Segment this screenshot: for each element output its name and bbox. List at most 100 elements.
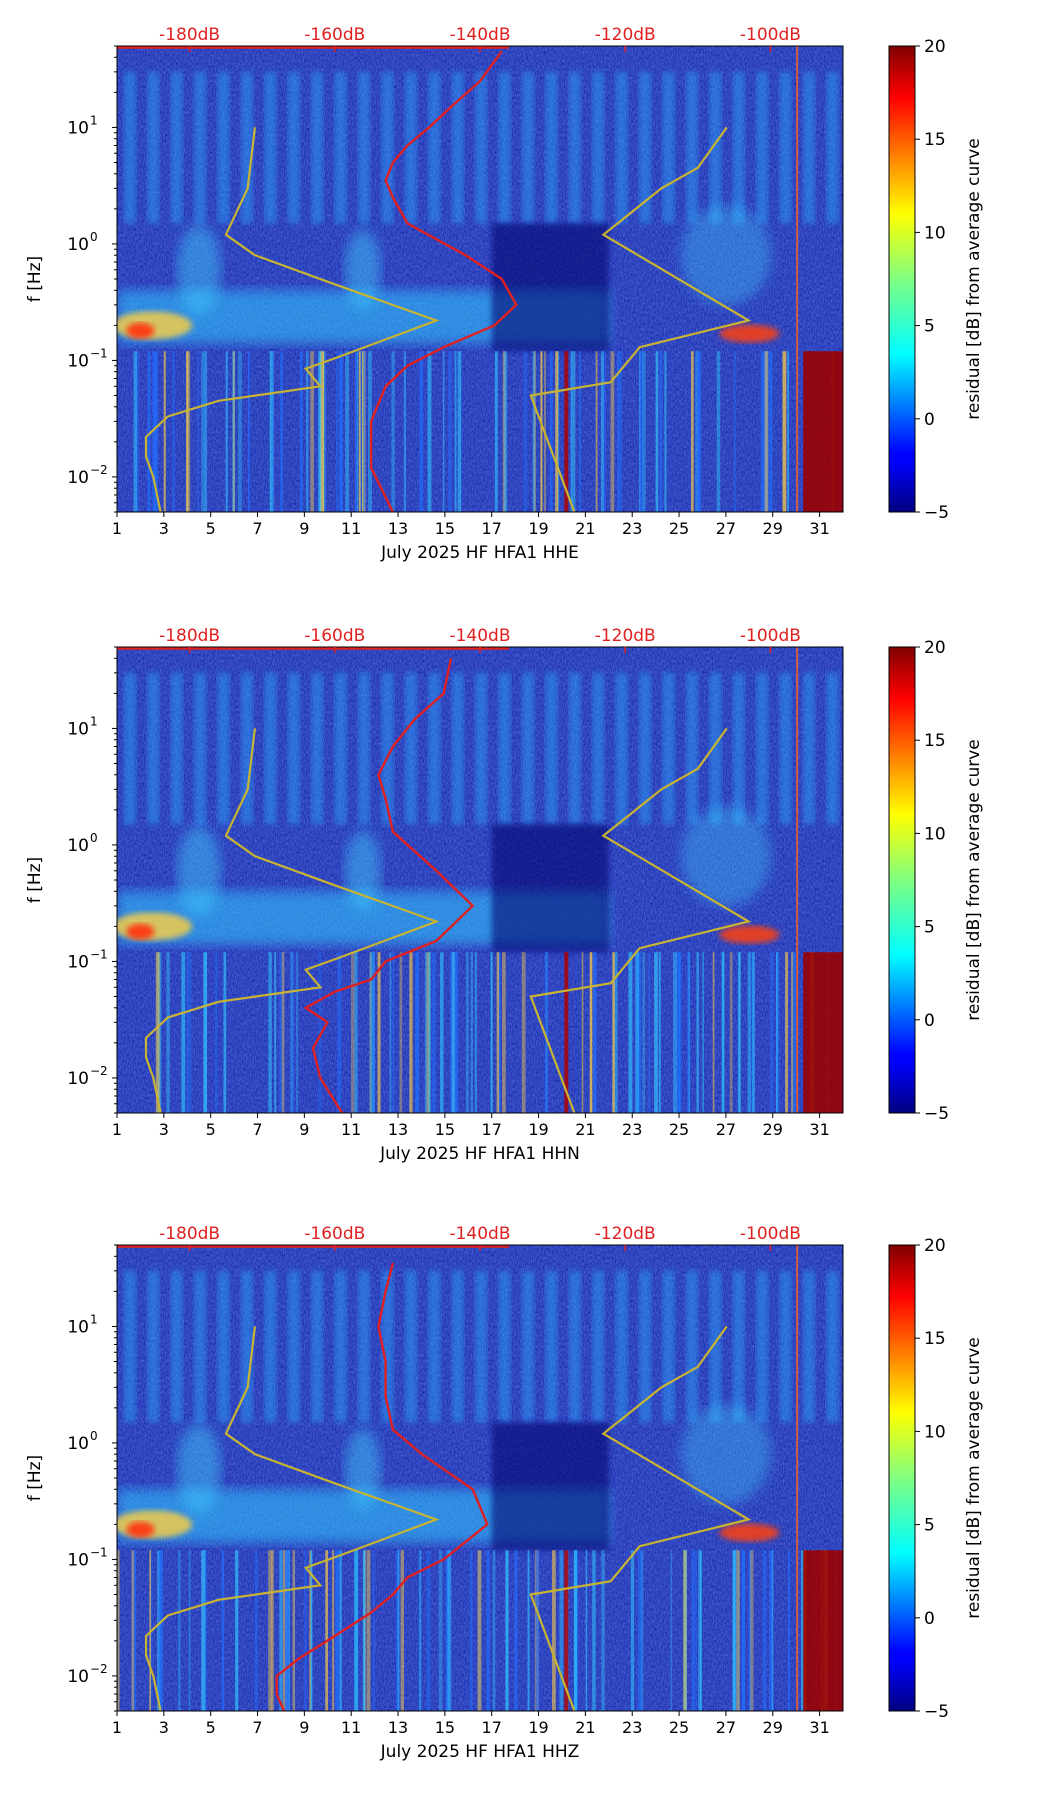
transient-streak [764, 351, 768, 512]
x-tick-label: 25 [669, 1120, 689, 1139]
transient-streak [655, 351, 659, 512]
transient-streak [377, 952, 381, 1113]
top-axis-label: -100dB [740, 1224, 801, 1244]
diurnal-band [381, 672, 394, 825]
transient-streak [172, 351, 175, 512]
colorbar [888, 646, 916, 1114]
transient-streak [152, 351, 157, 512]
microseism-peak [126, 1521, 155, 1538]
x-tick-label: 23 [622, 1718, 642, 1737]
event-block [803, 351, 843, 512]
transient-streak [610, 351, 615, 512]
transient-streak [570, 351, 573, 512]
station-psd-line [275, 1262, 489, 1711]
transient-streak [785, 952, 789, 1113]
diurnal-band [779, 672, 792, 825]
energy-burst [344, 229, 381, 310]
transient-streak [271, 1550, 274, 1711]
transient-streak [201, 351, 204, 512]
transient-streak [332, 1550, 335, 1711]
low-noise-model-line [144, 127, 440, 512]
transient-streak [549, 351, 553, 512]
transient-streak [147, 351, 151, 512]
transient-streak [135, 351, 139, 512]
colorbar [888, 45, 916, 513]
transient-streak [477, 1550, 482, 1711]
diurnal-band [592, 672, 605, 825]
y-axis-label: f [Hz] [25, 1455, 45, 1501]
transient-streak [486, 1550, 490, 1711]
colorbar-tick-label: 5 [924, 317, 935, 337]
energy-burst [176, 1423, 221, 1514]
x-tick-label: 15 [435, 519, 455, 538]
transient-streak [318, 952, 322, 1113]
transient-streak [362, 1550, 366, 1711]
x-tick-label: 1 [112, 519, 122, 538]
transient-streak [426, 1550, 431, 1711]
microseism-peak [126, 923, 155, 940]
energy-burst [344, 830, 381, 911]
transient-streak [552, 1550, 556, 1711]
transient-streak [557, 351, 560, 512]
diurnal-band [709, 672, 722, 825]
diurnal-band [240, 672, 253, 825]
event-streak [796, 1245, 799, 1711]
y-tick-exponent: 0 [90, 230, 98, 244]
transient-streak [325, 1550, 329, 1711]
energy-burst [176, 224, 221, 315]
diurnal-band [358, 672, 371, 825]
diurnal-band [498, 1270, 511, 1423]
colorbar-label: residual [dB] from average curve [964, 739, 984, 1020]
top-axis-label: -140dB [449, 25, 510, 45]
transient-streak [370, 952, 372, 1113]
x-axis-label: July 2025 HF HFA1 HHN [379, 1144, 580, 1164]
transient-streak [572, 351, 576, 512]
diurnal-band [662, 672, 675, 825]
diurnal-band [287, 71, 300, 224]
transient-streak [527, 1550, 530, 1711]
transient-streak [270, 351, 274, 512]
transient-streak [470, 1550, 473, 1711]
diurnal-band [311, 1270, 324, 1423]
transient-streak [403, 351, 406, 512]
x-tick-label: 7 [252, 1120, 262, 1139]
diurnal-band [147, 1270, 160, 1423]
diurnal-band [475, 1270, 488, 1423]
transient-streak [292, 1550, 295, 1711]
top-axis-label: -140dB [449, 626, 510, 646]
transient-streak [203, 351, 208, 512]
transient-streak [683, 1550, 687, 1711]
y-axis-label: f [Hz] [25, 256, 45, 302]
transient-streak [747, 952, 751, 1113]
colorbar-tick-label: −5 [924, 1702, 949, 1722]
transient-streak [521, 952, 526, 1113]
diurnal-band [709, 1270, 722, 1423]
x-tick-label: 13 [388, 1120, 408, 1139]
transient-streak [593, 952, 597, 1113]
transient-streak [335, 1550, 340, 1711]
transient-streak [733, 351, 736, 512]
transient-streak [699, 1550, 702, 1711]
diurnal-band [428, 71, 441, 224]
transient-streak [117, 1550, 120, 1711]
station-psd-line [369, 50, 518, 512]
top-axis-label: -160dB [304, 626, 365, 646]
transient-streak [639, 351, 644, 512]
transient-streak [658, 952, 661, 1113]
transient-streak [400, 1550, 405, 1711]
transient-streak [178, 1550, 181, 1711]
y-tick-label: 10 [67, 1550, 89, 1570]
transient-streak [581, 952, 584, 1113]
transient-streak [399, 952, 403, 1113]
diurnal-band [568, 672, 581, 825]
energy-burst [680, 1404, 771, 1505]
transient-streak [159, 1550, 163, 1711]
transient-streak [372, 952, 375, 1113]
transient-streak [641, 351, 644, 512]
transient-streak [693, 1550, 698, 1711]
top-axis-label: -120dB [595, 25, 656, 45]
transient-streak [389, 952, 392, 1113]
transient-streak [427, 351, 432, 512]
diurnal-band [592, 1270, 605, 1423]
transient-streak [397, 1550, 400, 1711]
